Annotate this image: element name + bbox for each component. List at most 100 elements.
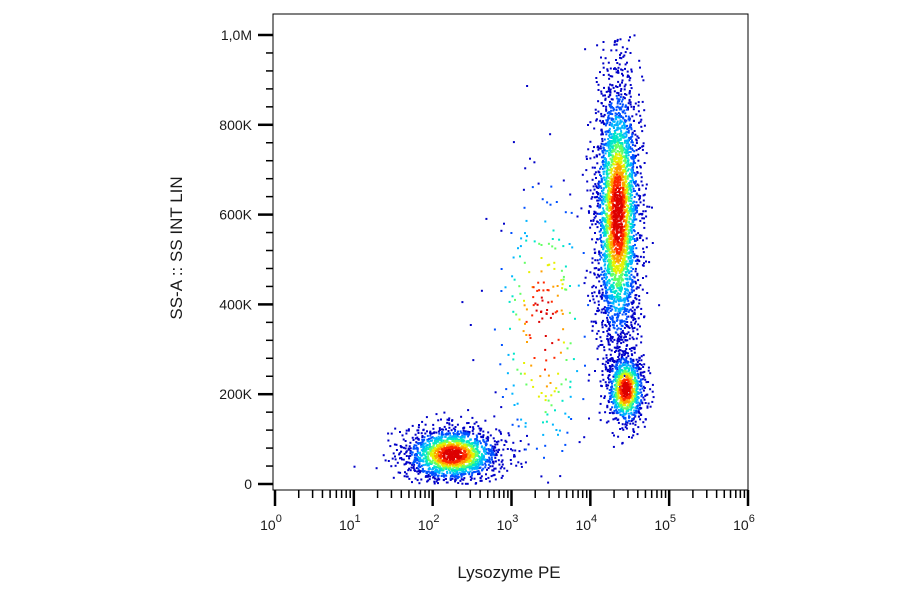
scatter-point <box>623 287 626 290</box>
scatter-point <box>635 358 638 361</box>
scatter-point <box>608 279 611 282</box>
scatter-point <box>621 350 624 353</box>
scatter-point <box>492 448 495 451</box>
scatter-point <box>645 381 648 384</box>
scatter-point <box>612 125 615 128</box>
scatter-point <box>635 113 638 116</box>
scatter-point <box>500 344 503 346</box>
scatter-point <box>623 274 626 276</box>
scatter-point <box>382 454 385 457</box>
scatter-point <box>602 115 605 118</box>
scatter-point <box>615 382 618 385</box>
scatter-point <box>629 404 632 407</box>
scatter-point <box>601 121 604 123</box>
scatter-point <box>602 151 605 154</box>
scatter-point <box>608 134 611 137</box>
scatter-point <box>410 450 413 453</box>
scatter-point <box>620 356 623 359</box>
scatter-point <box>629 207 632 210</box>
scatter-point <box>437 419 440 422</box>
scatter-point <box>606 291 609 294</box>
scatter-point <box>618 141 621 144</box>
scatter-point <box>631 286 634 289</box>
scatter-point <box>607 384 610 387</box>
scatter-point <box>420 446 423 449</box>
scatter-point <box>638 356 641 359</box>
scatter-point <box>420 478 423 481</box>
scatter-point <box>613 67 616 70</box>
scatter-point <box>642 251 645 254</box>
scatter-point <box>644 210 647 213</box>
scatter-point <box>607 300 610 303</box>
scatter-point <box>633 394 636 397</box>
scatter-point <box>622 248 625 251</box>
scatter-point <box>652 396 655 399</box>
scatter-point <box>415 441 418 444</box>
scatter-point <box>624 63 627 66</box>
scatter-point <box>584 48 587 51</box>
scatter-point <box>457 435 459 438</box>
scatter-point <box>630 323 633 326</box>
scatter-point <box>551 423 554 426</box>
scatter-point <box>638 187 641 190</box>
scatter-point <box>432 456 435 459</box>
scatter-point <box>642 79 645 82</box>
scatter-point <box>500 476 503 479</box>
scatter-point <box>583 335 586 338</box>
scatter-point <box>614 268 616 271</box>
scatter-point <box>588 373 591 376</box>
scatter-point <box>618 106 621 109</box>
scatter-point <box>468 467 471 470</box>
scatter-point <box>608 412 611 414</box>
scatter-point <box>614 144 617 147</box>
scatter-point <box>608 149 611 152</box>
scatter-point <box>596 273 599 276</box>
scatter-point <box>414 457 417 460</box>
scatter-point <box>505 440 508 443</box>
scatter-point <box>605 105 608 108</box>
scatter-point <box>615 124 618 127</box>
scatter-point <box>617 421 620 424</box>
scatter-point <box>600 175 602 178</box>
scatter-point <box>409 452 412 455</box>
scatter-point <box>637 153 640 156</box>
scatter-point <box>618 352 621 355</box>
scatter-point <box>639 212 642 215</box>
scatter-point <box>624 162 627 165</box>
scatter-point <box>629 334 632 337</box>
scatter-point <box>636 204 639 207</box>
scatter-point <box>551 238 554 240</box>
scatter-point <box>626 165 628 168</box>
scatter-point <box>512 358 515 361</box>
scatter-point <box>479 456 482 459</box>
scatter-point <box>600 385 603 388</box>
scatter-point <box>408 445 411 448</box>
scatter-point <box>560 309 563 312</box>
scatter-point <box>638 359 641 362</box>
scatter-point <box>628 185 631 188</box>
scatter-point <box>629 147 632 150</box>
scatter-point <box>405 451 408 454</box>
scatter-point <box>607 191 610 194</box>
scatter-point <box>474 438 477 441</box>
scatter-point <box>375 467 378 470</box>
scatter-point <box>533 240 536 243</box>
scatter-point <box>616 282 618 285</box>
scatter-point <box>555 387 558 390</box>
scatter-point <box>600 395 603 398</box>
scatter-point <box>596 44 599 47</box>
scatter-point <box>605 142 608 145</box>
scatter-point <box>639 66 641 69</box>
scatter-point <box>624 290 627 293</box>
scatter-point <box>620 267 623 270</box>
scatter-point <box>612 149 615 151</box>
scatter-point <box>610 339 613 342</box>
scatter-point <box>625 310 628 313</box>
scatter-point <box>623 261 626 264</box>
scatter-point <box>465 469 468 472</box>
scatter-point <box>468 456 471 459</box>
scatter-point <box>485 217 488 220</box>
scatter-point <box>634 294 637 297</box>
scatter-point <box>631 327 634 330</box>
scatter-point <box>634 280 637 283</box>
